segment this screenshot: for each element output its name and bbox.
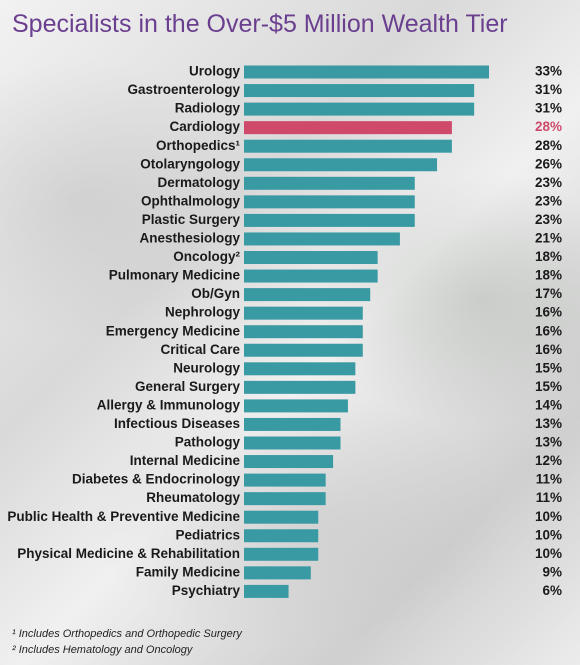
value-label: 16% (535, 323, 562, 338)
bar (244, 343, 363, 357)
bar (244, 139, 452, 153)
value-label: 17% (535, 286, 562, 301)
footnote-1: ¹ Includes Orthopedics and Orthopedic Su… (12, 628, 242, 640)
value-label: 11% (536, 472, 562, 487)
value-label: 15% (535, 360, 562, 375)
category-label: Ob/Gyn (191, 286, 240, 301)
value-label: 23% (535, 175, 562, 190)
category-label: Critical Care (160, 342, 240, 357)
bar (244, 436, 341, 450)
bar (244, 195, 415, 209)
category-label: Cardiology (169, 119, 240, 134)
bar (244, 121, 452, 135)
value-label: 18% (535, 268, 562, 283)
value-label: 10% (535, 546, 562, 561)
category-label: Physical Medicine & Rehabilitation (17, 546, 240, 561)
value-label: 28% (535, 119, 562, 134)
bar (244, 455, 334, 469)
value-label: 31% (535, 101, 562, 116)
chart-title: Specialists in the Over-$5 Million Wealt… (12, 10, 508, 38)
bar (244, 84, 475, 98)
category-label: Psychiatry (172, 583, 241, 598)
footnote-2: ² Includes Hematology and Oncology (12, 644, 193, 656)
category-label: Dermatology (157, 175, 240, 190)
value-label: 23% (535, 193, 562, 208)
value-label: 23% (535, 212, 562, 227)
category-label: Oncology² (173, 249, 240, 264)
value-label: 33% (535, 64, 562, 79)
category-label: Plastic Surgery (142, 212, 241, 227)
bar-chart: Urology 33% Gastroenterology 31% Radiology 31… (7, 64, 562, 598)
bar (244, 213, 415, 227)
value-label: 16% (535, 305, 562, 320)
bar (244, 547, 319, 561)
category-label: Radiology (175, 101, 241, 116)
category-label: General Surgery (135, 379, 241, 394)
value-label: 10% (535, 509, 562, 524)
value-label: 11% (536, 490, 562, 505)
value-label: 14% (535, 397, 562, 412)
category-label: Urology (189, 64, 240, 79)
value-label: 28% (535, 138, 562, 153)
value-label: 13% (535, 416, 562, 431)
footnotes: ¹ Includes Orthopedics and Orthopedic Su… (12, 626, 242, 658)
value-label: 21% (535, 231, 562, 246)
bar (244, 473, 326, 487)
category-label: Pediatrics (175, 527, 240, 542)
bar (244, 584, 289, 598)
bar (244, 232, 400, 246)
value-label: 16% (535, 342, 562, 357)
value-label: 13% (535, 435, 562, 450)
bar (244, 158, 438, 172)
value-label: 31% (535, 82, 562, 97)
bar (244, 176, 415, 190)
value-label: 6% (542, 583, 562, 598)
category-label: Emergency Medicine (106, 323, 241, 338)
category-label: Gastroenterology (127, 82, 240, 97)
category-label: Pulmonary Medicine (109, 268, 241, 283)
value-label: 12% (535, 453, 562, 468)
bar (244, 380, 356, 394)
category-label: Neurology (173, 360, 240, 375)
category-label: Internal Medicine (130, 453, 241, 468)
value-label: 15% (535, 379, 562, 394)
bar (244, 510, 319, 524)
category-label: Rheumatology (146, 490, 240, 505)
value-label: 10% (535, 527, 562, 542)
bar (244, 399, 348, 413)
value-label: 9% (542, 564, 562, 579)
category-label: Diabetes & Endocrinology (72, 472, 241, 487)
bar (244, 102, 475, 116)
category-label: Nephrology (165, 305, 240, 320)
bar (244, 306, 363, 320)
category-label: Public Health & Preventive Medicine (7, 509, 240, 524)
bar (244, 492, 326, 506)
bar (244, 65, 489, 79)
category-label: Allergy & Immunology (97, 397, 241, 412)
category-label: Family Medicine (136, 564, 241, 579)
bar (244, 529, 319, 543)
category-label: Pathology (175, 435, 241, 450)
category-label: Orthopedics¹ (156, 138, 241, 153)
bar (244, 288, 371, 302)
value-label: 26% (535, 156, 562, 171)
bar (244, 362, 356, 376)
bar (244, 566, 311, 580)
category-label: Anesthesiology (139, 231, 240, 246)
category-label: Infectious Diseases (114, 416, 240, 431)
category-label: Ophthalmology (141, 193, 240, 208)
bar (244, 251, 378, 264)
bar (244, 417, 341, 431)
value-label: 18% (535, 249, 562, 264)
category-label: Otolaryngology (140, 156, 240, 171)
bar (244, 325, 363, 339)
bar (244, 269, 378, 283)
